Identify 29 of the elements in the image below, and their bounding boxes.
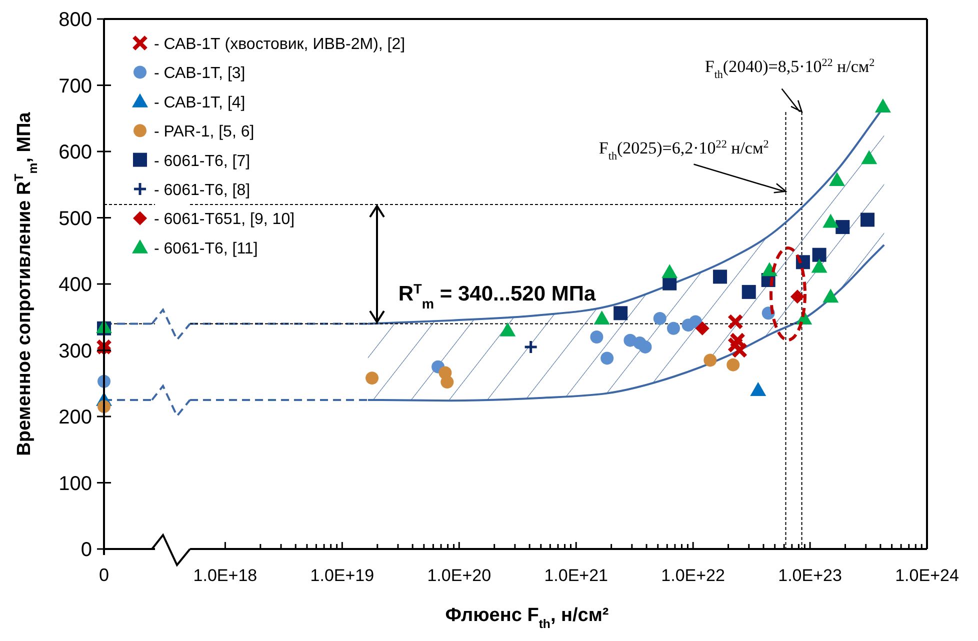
x-tick-label: 1.0E+22 xyxy=(661,566,725,585)
legend-label: - PAR-1, [5, 6] xyxy=(154,124,254,141)
y-tick-label: 0 xyxy=(80,539,92,561)
legend-label: - 6061-T6, [7] xyxy=(154,152,250,170)
legend-label: - САВ-1Т, [3] xyxy=(154,65,246,82)
legend-label: - 6061-T6, [8] xyxy=(154,182,250,199)
y-tick-label: 100 xyxy=(58,472,92,495)
annotation: F$_{th}$(2040)=8,5·10$^{22}$ н/см$^{2}$ xyxy=(704,56,875,81)
legend-label: - САВ-1Т, [4] xyxy=(154,94,246,112)
x-tick-label: 1.0E+19 xyxy=(310,566,374,585)
annotation: F$_{th}$(2025)=6,2·10$^{22}$ н/см$^{2}$ xyxy=(598,138,769,162)
y-tick-label: 200 xyxy=(58,406,92,428)
x-tick-label: 1.0E+23 xyxy=(778,566,842,585)
y-tick-label: 800 xyxy=(58,9,92,31)
x-tick-label: 1.0E+18 xyxy=(193,566,258,585)
x-tick-label: 1.0E+21 xyxy=(544,566,608,585)
y-tick-label: 700 xyxy=(58,75,92,98)
y-tick-label: 600 xyxy=(58,142,92,164)
x-tick-label: 1.0E+24 xyxy=(895,566,959,585)
legend-label: - 6061-T6, [11] xyxy=(154,240,258,258)
x-tick-label: 0 xyxy=(98,565,110,585)
y-tick-label: 300 xyxy=(58,340,92,362)
legend-label: - САВ-1Т (хвостовик, ИВВ-2М), [2] xyxy=(154,36,406,53)
x-tick-label: 1.0E+20 xyxy=(427,566,492,585)
y-tick-label: 500 xyxy=(58,208,92,230)
annotation: R$^{T}$$_{m}$ = 340...520 МПа xyxy=(398,281,596,311)
legend-label: - 6061-T651, [9, 10] xyxy=(154,211,295,228)
y-tick-label: 400 xyxy=(58,274,92,296)
x-axis-title: Флюенс F$_{th}$, н/см² xyxy=(445,605,609,631)
